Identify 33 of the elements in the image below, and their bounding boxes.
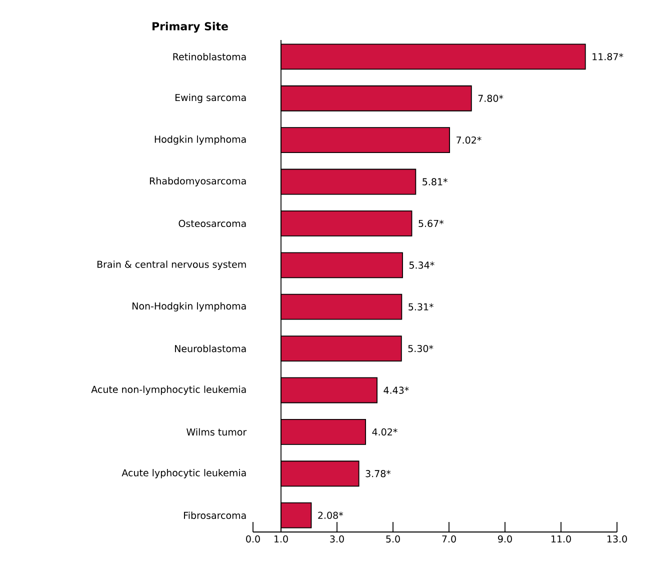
data-label: 7.80* [478,94,504,102]
y-tick-label: Retinoblastoma [173,53,246,60]
y-axis-title: Primary Site [152,22,228,33]
data-label: 5.34* [409,262,434,269]
x-tick-label: 7.0 [442,535,456,543]
y-tick-label: Hodgkin lymphoma [154,135,246,145]
x-tick-label: 1.0 [274,535,288,543]
data-label: 5.67* [418,220,444,228]
y-tick-label: Neuroblastoma [175,344,246,352]
x-tick-label: 9.0 [498,535,512,543]
x-tick-label: 3.0 [330,535,344,543]
y-tick-label: Brain & central nervous system [97,260,246,270]
y-tick-label: Fibrosarcoma [184,512,246,520]
data-label: 5.31* [408,303,434,310]
x-tick-label: 11.0 [551,535,571,543]
data-label: 4.02* [372,428,398,436]
data-label: 5.30* [408,344,434,352]
data-label: 4.43* [384,386,409,394]
y-tick-label: Acute non-lymphocytic leukemia [91,386,246,395]
data-label: 5.81* [422,178,448,186]
y-tick-label: Ewing sarcoma [175,94,246,103]
x-tick-label: 13.0 [607,535,627,543]
data-label: 2.08* [318,512,344,519]
y-tick-label: Non-Hodgkin lymphoma [132,302,246,312]
y-tick-label: Wilms tumor [186,428,247,436]
data-label: 11.87* [592,53,624,60]
x-tick-label: 0.0 [246,535,260,543]
x-tick-label: 5.0 [386,535,400,543]
data-label: 7.02* [456,136,482,144]
y-tick-label: Acute lyphocytic leukemia [122,469,246,478]
data-label: 3.78* [366,470,391,478]
y-tick-label: Rhabdomyosarcoma [150,177,246,186]
y-tick-label: Osteosarcoma [178,220,246,228]
